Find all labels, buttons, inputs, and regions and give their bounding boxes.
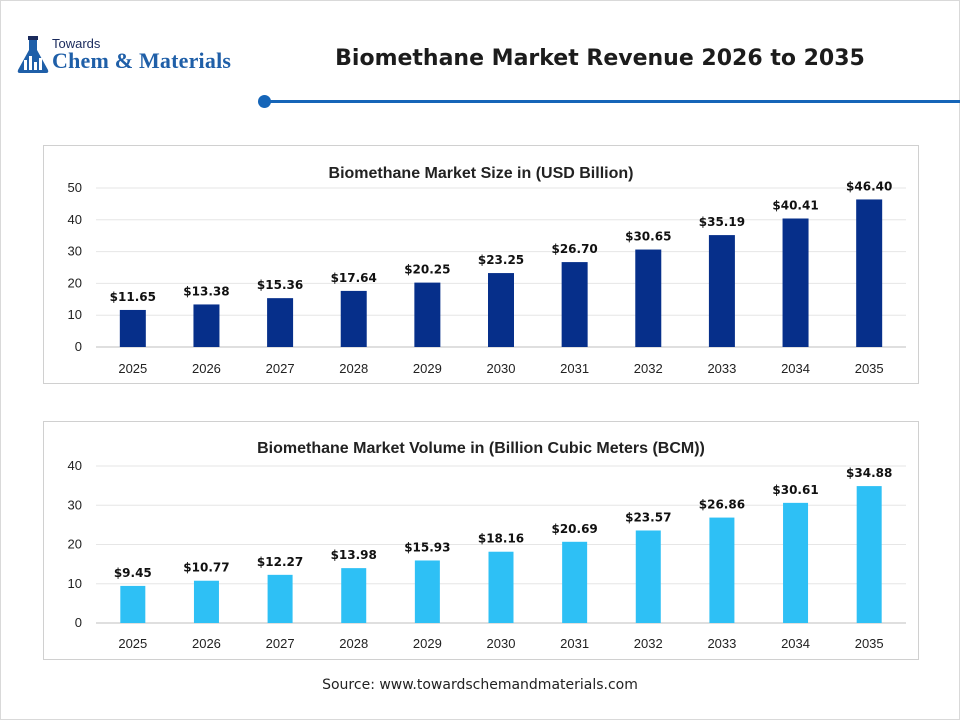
market-size-chart: Biomethane Market Size in (USD Billion) 0… — [68, 165, 906, 376]
data-label: $15.36 — [257, 278, 303, 292]
data-label: $26.70 — [551, 242, 597, 256]
x-tick-label: 2026 — [192, 361, 221, 376]
logo-brand-text: Chem & Materials — [52, 48, 232, 73]
x-tick-label: 2028 — [339, 636, 368, 651]
data-label: $17.64 — [331, 271, 377, 285]
data-label: $40.41 — [772, 198, 818, 212]
bar-2035 — [856, 199, 883, 347]
market-size-chart-title: Biomethane Market Size in (USD Billion) — [329, 165, 634, 182]
bar-2033 — [708, 235, 735, 347]
data-label: $15.93 — [404, 540, 450, 554]
bar-2031 — [562, 541, 588, 623]
bar-2025 — [120, 585, 146, 623]
x-tick-label: 2031 — [560, 361, 589, 376]
x-tick-label: 2032 — [634, 361, 663, 376]
data-label: $12.27 — [257, 555, 303, 569]
flask-icon — [17, 36, 49, 73]
source-note: Source: www.towardschemandmaterials.com — [322, 677, 638, 693]
bar-2025 — [119, 309, 146, 347]
data-label: $20.69 — [551, 522, 597, 536]
bar-2030 — [488, 551, 514, 623]
y-tick-label: 20 — [68, 537, 82, 552]
bar-2026 — [193, 304, 220, 347]
y-tick-label: 0 — [75, 615, 82, 630]
data-label: $23.57 — [625, 510, 671, 524]
bar-2028 — [340, 290, 367, 347]
data-label: $9.45 — [114, 566, 152, 580]
x-tick-label: 2033 — [707, 361, 736, 376]
bar-2035 — [856, 486, 882, 623]
y-tick-label: 20 — [68, 275, 82, 290]
y-tick-label: 30 — [68, 497, 82, 512]
data-label: $13.98 — [331, 548, 377, 562]
x-tick-label: 2025 — [118, 636, 147, 651]
bar-2026 — [193, 580, 219, 623]
x-tick-label: 2029 — [413, 636, 442, 651]
market-volume-chart-title: Biomethane Market Volume in (Billion Cub… — [257, 440, 705, 457]
x-tick-label: 2026 — [192, 636, 221, 651]
y-tick-label: 30 — [68, 244, 82, 259]
x-tick-label: 2030 — [487, 361, 516, 376]
logo-small-text: Towards — [52, 36, 101, 51]
x-tick-label: 2029 — [413, 361, 442, 376]
x-tick-label: 2035 — [855, 361, 884, 376]
y-tick-label: 10 — [68, 307, 82, 322]
bar-2033 — [709, 517, 735, 623]
bar-2034 — [782, 218, 809, 347]
data-label: $18.16 — [478, 532, 524, 546]
bar-2032 — [635, 530, 661, 623]
bar-2027 — [267, 574, 293, 623]
bar-2032 — [635, 249, 662, 347]
data-label: $35.19 — [699, 215, 745, 229]
bar-2030 — [488, 273, 514, 347]
data-label: $13.38 — [183, 284, 229, 298]
data-label: $30.65 — [625, 230, 671, 244]
data-label: $11.65 — [110, 290, 156, 304]
bar-2028 — [341, 568, 367, 623]
chart-panel-market-size: Biomethane Market Size in (USD Billion) 0… — [43, 145, 919, 384]
x-tick-label: 2034 — [781, 636, 810, 651]
bar-2034 — [783, 502, 809, 623]
data-label: $30.61 — [772, 483, 818, 497]
data-label: $20.25 — [404, 263, 450, 277]
y-tick-label: 50 — [68, 180, 82, 195]
bar-2027 — [267, 298, 294, 347]
data-label: $23.25 — [478, 253, 524, 267]
bar-2029 — [414, 282, 441, 347]
data-label: $34.88 — [846, 466, 892, 480]
y-tick-label: 40 — [68, 458, 82, 473]
x-tick-label: 2028 — [339, 361, 368, 376]
x-tick-label: 2030 — [487, 636, 516, 651]
x-tick-label: 2027 — [266, 636, 295, 651]
x-tick-label: 2027 — [266, 361, 295, 376]
x-tick-label: 2025 — [118, 361, 147, 376]
data-label: $46.40 — [846, 179, 892, 193]
logo: Towards Chem & Materials — [16, 36, 266, 80]
data-label: $10.77 — [183, 561, 229, 575]
x-tick-label: 2035 — [855, 636, 884, 651]
header-rule-line — [268, 100, 960, 103]
bar-2029 — [414, 560, 440, 623]
x-tick-label: 2033 — [707, 636, 736, 651]
chart-panel-market-volume: Biomethane Market Volume in (Billion Cub… — [43, 421, 919, 660]
y-tick-label: 0 — [75, 339, 82, 354]
x-tick-label: 2034 — [781, 361, 810, 376]
page-title: Biomethane Market Revenue 2026 to 2035 — [335, 46, 865, 71]
y-tick-label: 40 — [68, 212, 82, 227]
header-rule-dot — [258, 95, 271, 108]
x-tick-label: 2032 — [634, 636, 663, 651]
data-label: $26.86 — [699, 498, 745, 512]
bar-2031 — [561, 262, 588, 347]
market-volume-chart: Biomethane Market Volume in (Billion Cub… — [68, 440, 906, 651]
y-tick-label: 10 — [68, 576, 82, 591]
x-tick-label: 2031 — [560, 636, 589, 651]
